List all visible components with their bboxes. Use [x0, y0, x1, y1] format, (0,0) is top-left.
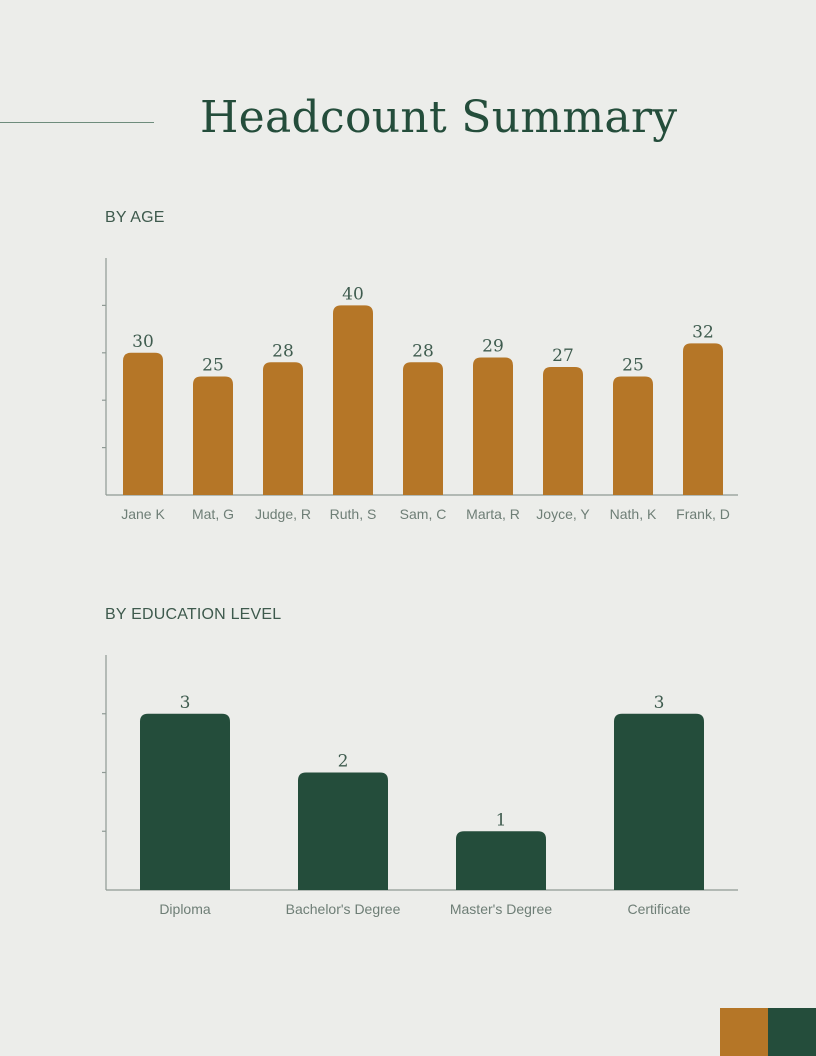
education-category-label: Master's Degree	[450, 901, 552, 917]
education-bar	[298, 772, 388, 890]
title-rule	[0, 122, 154, 123]
education-bar	[456, 831, 546, 890]
age-category-label: Marta, R	[466, 506, 520, 522]
education-bar-chart: 3 Diploma 2 Bachelor's Degree 1 Master's Degr…	[102, 655, 738, 917]
age-category-label: Nath, K	[610, 506, 657, 522]
education-chart-title: BY EDUCATION LEVEL	[105, 606, 282, 623]
page-title: Headcount Summary	[200, 92, 678, 143]
age-value-label: 29	[482, 337, 504, 357]
age-category-label: Joyce, Y	[536, 506, 590, 522]
age-bar	[613, 376, 653, 495]
education-bar	[140, 713, 230, 890]
age-category-label: Sam, C	[400, 506, 447, 522]
age-bar-chart: 30 Jane K 25 Mat, G 28 Judge, R 40 Ruth, S 28 Sam…	[102, 258, 738, 522]
education-value-label: 1	[496, 810, 507, 830]
age-category-label: Mat, G	[192, 506, 234, 522]
age-bar	[123, 352, 163, 495]
age-category-label: Frank, D	[676, 506, 730, 522]
education-category-label: Certificate	[627, 901, 690, 917]
age-value-label: 28	[272, 341, 294, 361]
age-value-label: 28	[412, 341, 434, 361]
age-value-label: 25	[202, 356, 224, 376]
education-category-label: Bachelor's Degree	[286, 901, 401, 917]
education-category-label: Diploma	[159, 901, 211, 917]
age-value-label: 27	[552, 346, 574, 366]
education-value-label: 3	[654, 693, 665, 713]
age-bar	[473, 357, 513, 495]
age-value-label: 30	[132, 332, 154, 352]
age-value-label: 25	[622, 356, 644, 376]
age-category-label: Ruth, S	[330, 506, 377, 522]
education-value-label: 2	[338, 752, 349, 772]
corner-ochre-block	[720, 1008, 768, 1056]
age-value-label: 32	[692, 322, 714, 342]
age-value-label: 40	[342, 284, 364, 304]
age-bar	[403, 362, 443, 495]
age-category-label: Jane K	[121, 506, 165, 522]
age-bar	[333, 305, 373, 495]
age-bar	[543, 367, 583, 495]
age-bar	[193, 376, 233, 495]
education-bar	[614, 713, 704, 890]
age-bar	[263, 362, 303, 495]
age-category-label: Judge, R	[255, 506, 311, 522]
education-value-label: 3	[180, 693, 191, 713]
age-bar	[683, 343, 723, 495]
corner-green-block	[768, 1008, 816, 1056]
age-chart-title: BY AGE	[105, 209, 165, 226]
